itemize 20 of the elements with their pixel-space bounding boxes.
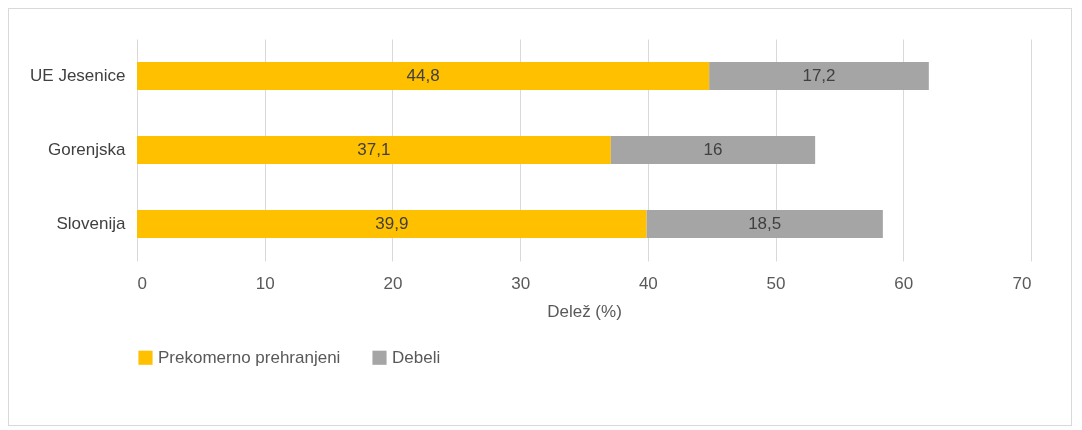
x-tick-label: 40 xyxy=(638,273,658,293)
x-axis-title: Delež (%) xyxy=(547,301,622,321)
x-tick-label: 70 xyxy=(1012,273,1032,293)
data-label: 16 xyxy=(703,140,723,159)
x-tick-label: 30 xyxy=(511,273,531,293)
y-tick-label: UE Jesenice xyxy=(30,66,126,85)
data-label: 17,2 xyxy=(802,66,836,85)
x-tick-label: 60 xyxy=(894,273,914,293)
data-label: 39,9 xyxy=(375,214,409,233)
data-label: 44,8 xyxy=(406,66,440,85)
x-tick-label: 50 xyxy=(766,273,786,293)
legend-label: Debeli xyxy=(392,347,441,367)
legend-label: Prekomerno prehranjeni xyxy=(158,347,341,367)
x-tick-label: 10 xyxy=(255,273,275,293)
data-label: 37,1 xyxy=(357,140,391,159)
data-label: 18,5 xyxy=(748,214,782,233)
x-tick-label: 20 xyxy=(383,273,403,293)
y-tick-label: Gorenjska xyxy=(48,140,127,159)
y-tick-label: Slovenija xyxy=(56,214,127,233)
x-tick-label: 0 xyxy=(137,273,147,293)
